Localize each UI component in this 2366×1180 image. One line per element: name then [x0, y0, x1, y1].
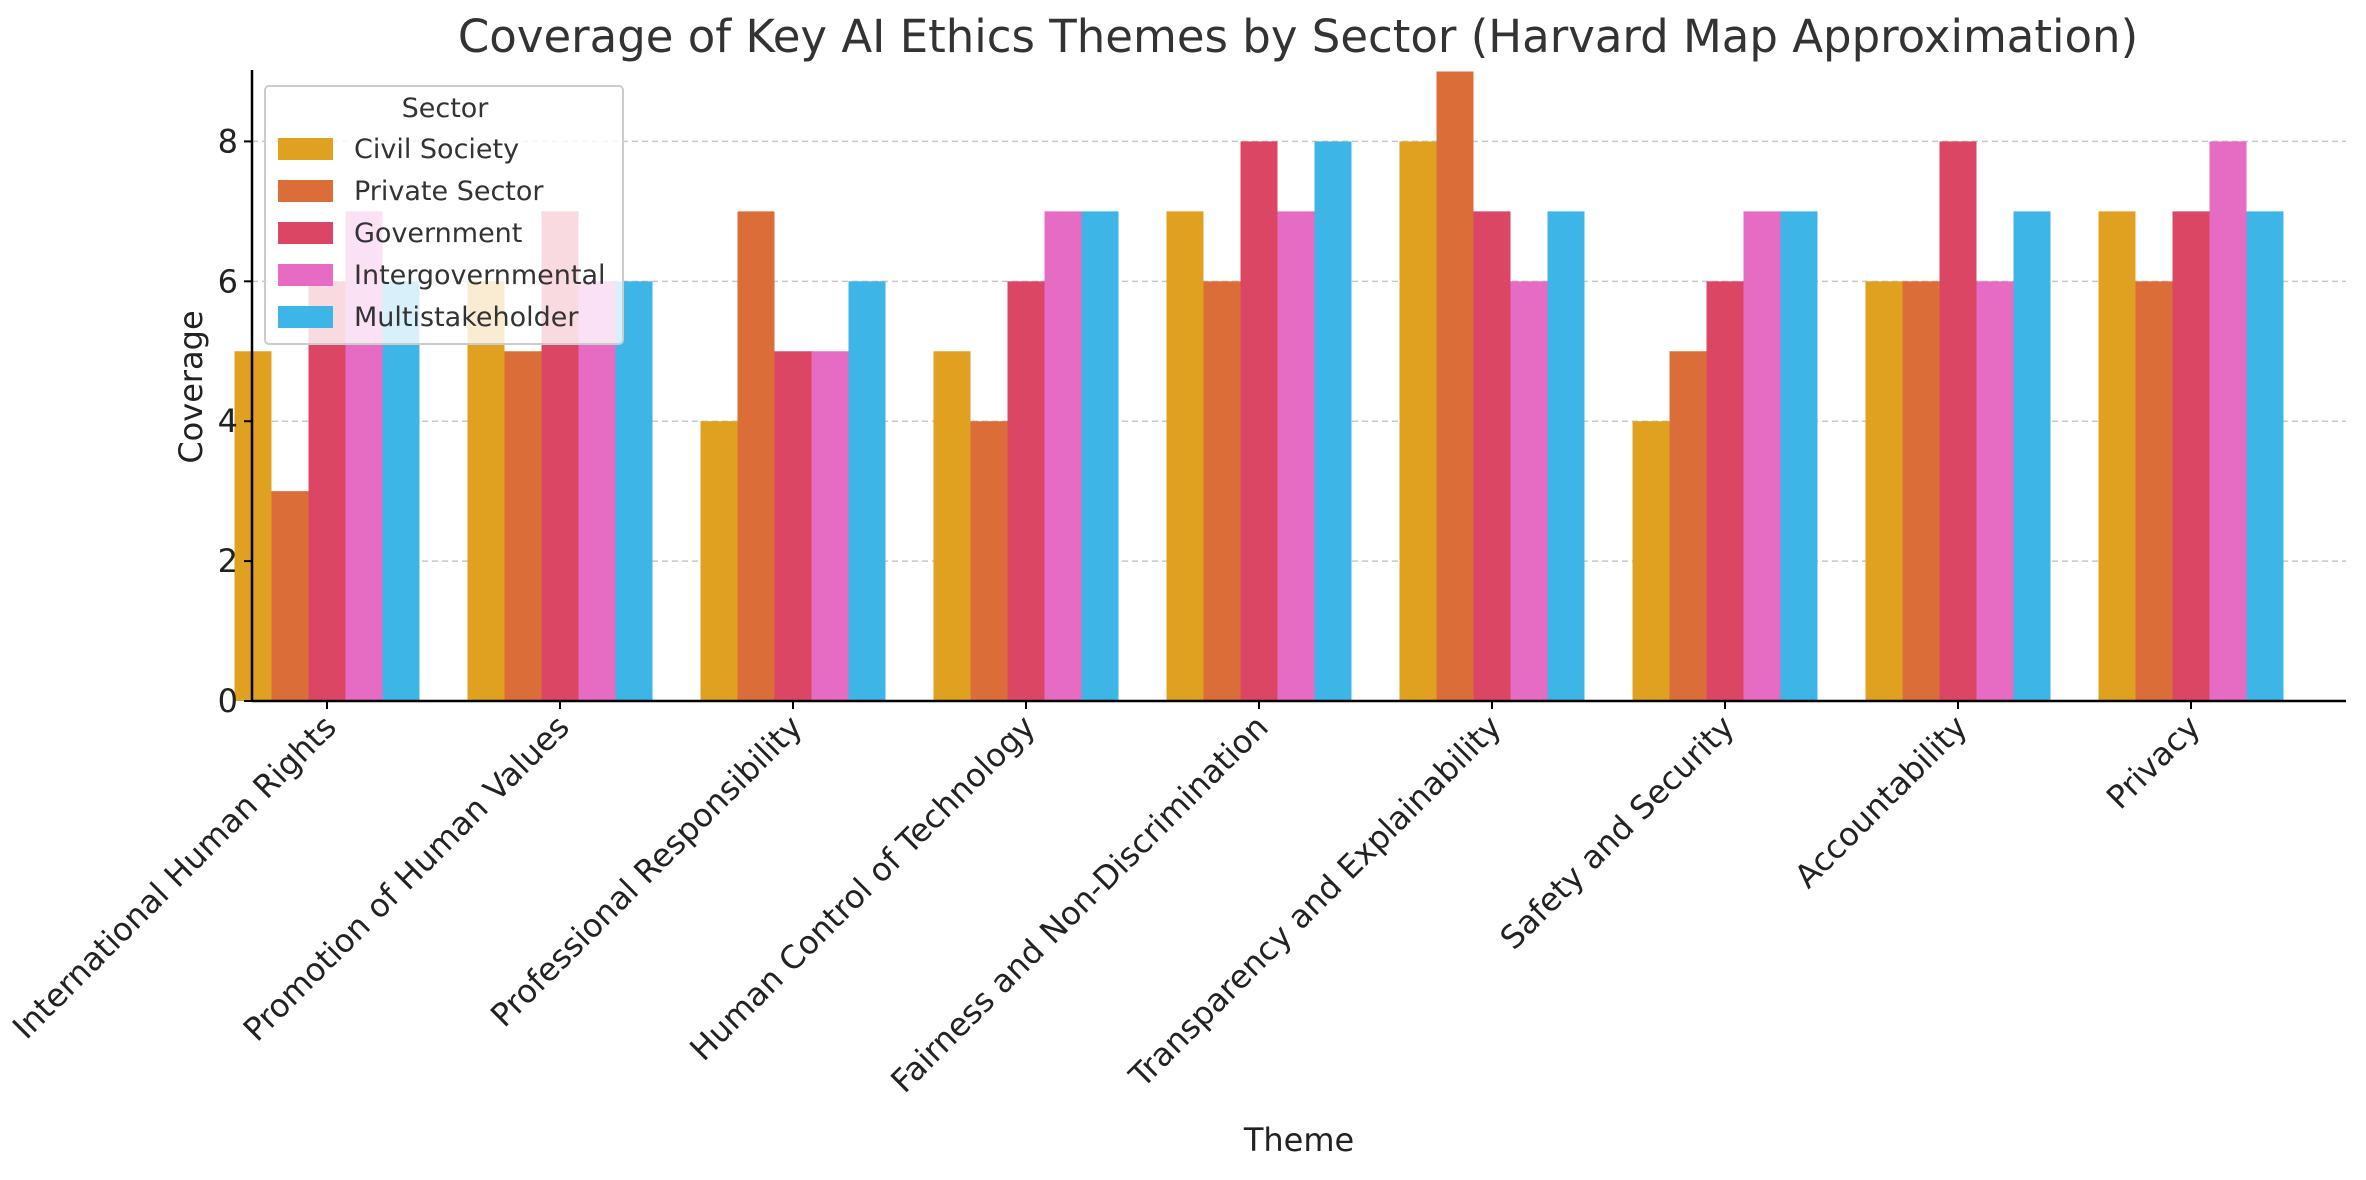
bar: [2172, 211, 2210, 702]
legend-swatch: [278, 180, 333, 202]
bar: [1436, 71, 1474, 701]
legend-swatch: [278, 222, 333, 244]
bar: [1632, 421, 1670, 701]
bar: [1939, 141, 1977, 701]
bar: [1902, 281, 1940, 701]
chart-title: Coverage of Key AI Ethics Themes by Sect…: [458, 10, 2138, 63]
y-tick-label: 8: [218, 122, 238, 160]
bar: [1007, 281, 1045, 701]
bar: [933, 351, 971, 701]
y-axis-label: Coverage: [172, 310, 210, 463]
bar: [1669, 351, 1707, 701]
y-tick-label: 2: [218, 542, 238, 580]
bar: [1473, 211, 1511, 702]
bar: [1780, 211, 1818, 702]
legend-label: Multistakeholder: [354, 302, 579, 333]
x-tick-label: Safety and Security: [1493, 708, 1742, 957]
bar: [811, 351, 849, 701]
bar: [2098, 211, 2136, 702]
y-tick-label: 4: [218, 402, 238, 440]
bar: [615, 281, 653, 701]
legend-swatch: [278, 306, 333, 328]
legend-swatch: [278, 138, 333, 160]
bar: [308, 281, 346, 701]
bar: [700, 421, 738, 701]
bar: [1706, 281, 1744, 701]
legend-label: Civil Society: [354, 134, 519, 165]
legend-title: Sector: [402, 93, 490, 124]
bar: [1510, 281, 1548, 701]
bar: [2209, 141, 2247, 701]
bar: [2013, 211, 2051, 702]
y-ticks: 0 2 4 6 8: [218, 122, 252, 720]
legend-label: Private Sector: [354, 176, 544, 207]
bar: [1044, 211, 1082, 702]
bar: [1277, 211, 1315, 702]
bar: [970, 421, 1008, 701]
bar: [578, 281, 616, 701]
legend: Sector Civil Society Private Sector Govern…: [264, 85, 624, 345]
x-tick-label: Accountability: [1787, 708, 1975, 896]
legend-items: Civil Society Private Sector Government Int…: [278, 134, 606, 333]
bar: [1203, 281, 1241, 701]
legend-box: [264, 85, 624, 345]
legend-swatch: [278, 264, 333, 286]
bar: [848, 281, 886, 701]
bar: [1399, 141, 1437, 701]
bar: [1547, 211, 1585, 702]
bar: [504, 351, 542, 701]
bar: [774, 351, 812, 701]
bar: [2246, 211, 2284, 702]
bar: [382, 281, 420, 701]
x-tick-label: Privacy: [2099, 708, 2208, 817]
y-tick-label: 0: [218, 682, 238, 720]
bar: [1743, 211, 1781, 702]
bar: [1166, 211, 1204, 702]
bar: [1314, 141, 1352, 701]
bar: [467, 281, 505, 701]
bar: [1976, 281, 2014, 701]
y-tick-label: 6: [218, 262, 238, 300]
bar: [737, 211, 775, 702]
x-axis-label: Theme: [1243, 1121, 1354, 1159]
x-tick-label: Transparency and Explainability: [1121, 708, 1509, 1096]
axes-layer: [250, 70, 2346, 703]
bar: [271, 491, 309, 701]
legend-label: Intergovernmental: [354, 260, 606, 291]
bar: [1240, 141, 1278, 701]
bar: [1081, 211, 1119, 702]
bar: [2135, 281, 2173, 701]
x-tick-label: Fairness and Non-Discrimination: [883, 708, 1275, 1100]
bar: [1865, 281, 1903, 701]
legend-label: Government: [354, 218, 522, 249]
